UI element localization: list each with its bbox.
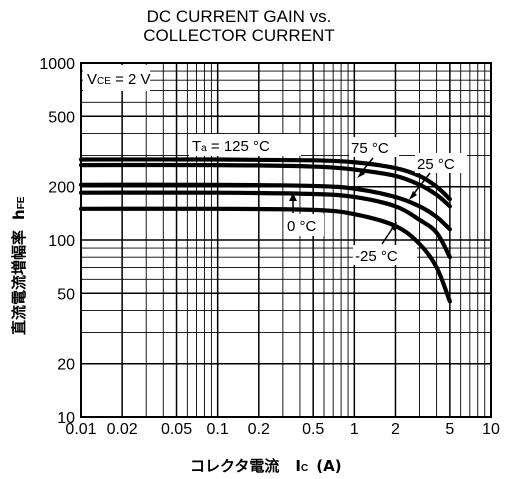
chart-title-line-1: DC CURRENT GAIN vs. xyxy=(147,7,332,26)
annotation-25c-arrowhead xyxy=(409,191,417,200)
x-tick-label: 0.01 xyxy=(65,421,96,438)
annotation-box-25 xyxy=(415,153,467,173)
annotation-box-0 xyxy=(284,214,324,236)
y-tick-label: 200 xyxy=(48,180,75,197)
x-tick-label: 1 xyxy=(350,421,359,438)
annotation-minus25c-arrowhead xyxy=(391,222,397,231)
y-tick-label: 10 xyxy=(57,410,75,427)
series-line-4 xyxy=(78,206,452,304)
y-axis-label: 直流電流増幅率 hFE xyxy=(10,196,28,335)
annotation-125c-symbol: T xyxy=(192,138,201,155)
x-tick-label: 0.02 xyxy=(107,421,138,438)
x-axis-label-symbol: I xyxy=(295,457,301,475)
chart-title-line-2: COLLECTOR CURRENT xyxy=(143,26,334,45)
grid xyxy=(80,63,491,418)
y-tick-label: 500 xyxy=(48,109,75,126)
condition-subscript: CE xyxy=(97,76,111,87)
series-line-2 xyxy=(78,182,452,232)
annotation-25c: 25 °C xyxy=(417,156,455,173)
annotation-125c-subscript: a xyxy=(201,143,207,154)
x-tick-label: 0.1 xyxy=(207,421,229,438)
series-lines xyxy=(78,157,452,304)
y-tick-label: 100 xyxy=(48,233,75,250)
annotation-75c-arrowhead xyxy=(357,170,365,178)
x-axis-label-unit: (A) xyxy=(316,457,341,475)
y-axis-label-main: 直流電流増幅率 xyxy=(10,230,28,335)
annotation-0c: 0 °C xyxy=(287,218,317,235)
annotation-minus25c-arrow xyxy=(381,225,395,245)
condition-box xyxy=(83,65,150,91)
x-tick-label: 0.2 xyxy=(248,421,270,438)
series-line-1 xyxy=(78,162,452,209)
annotation-25c-arrow xyxy=(411,172,431,197)
x-tick-label: 0.5 xyxy=(302,421,324,438)
x-tick-label: 5 xyxy=(445,421,454,438)
annotation-box-minus25 xyxy=(353,245,417,265)
annotation-0c-arrowhead xyxy=(289,193,297,201)
annotation-box-125 xyxy=(189,134,301,156)
x-axis-label: コレクタ電流 IC (A) xyxy=(190,457,342,475)
condition-symbol: V xyxy=(87,71,97,88)
axis-ticks: 0.01 0.02 0.05 0.1 0.2 0.5 1 2 5 10 10 20 50 100 200 50… xyxy=(39,56,500,438)
annotation-minus25c: -25 °C xyxy=(355,248,398,265)
series-line-3 xyxy=(78,190,452,260)
annotation-125c-value: = 125 °C xyxy=(207,138,270,155)
condition-label: VCE = 2 V xyxy=(87,71,151,88)
condition-value: = 2 V xyxy=(111,71,151,88)
x-axis-label-subscript: C xyxy=(301,463,308,474)
y-tick-label: 20 xyxy=(57,357,75,374)
y-tick-label: 50 xyxy=(57,286,75,303)
series-line-0 xyxy=(78,157,452,202)
x-tick-label: 10 xyxy=(482,421,500,438)
x-tick-label: 2 xyxy=(391,421,400,438)
annotation-75c: 75 °C xyxy=(351,140,389,157)
x-tick-label: 0.05 xyxy=(161,421,192,438)
plot-frame xyxy=(80,62,492,418)
annotation-125c: Ta = 125 °C xyxy=(192,138,270,155)
annotation-box-75 xyxy=(349,137,399,157)
y-axis-label-subscript: FE xyxy=(16,196,27,209)
y-tick-label: 1000 xyxy=(39,56,75,73)
y-axis-label-symbol: h xyxy=(10,209,28,220)
x-axis-label-main: コレクタ電流 xyxy=(190,457,279,475)
